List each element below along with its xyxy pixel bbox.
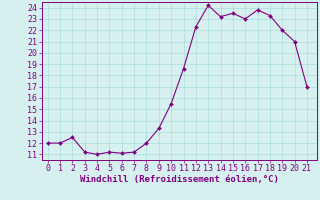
X-axis label: Windchill (Refroidissement éolien,°C): Windchill (Refroidissement éolien,°C)	[80, 175, 279, 184]
